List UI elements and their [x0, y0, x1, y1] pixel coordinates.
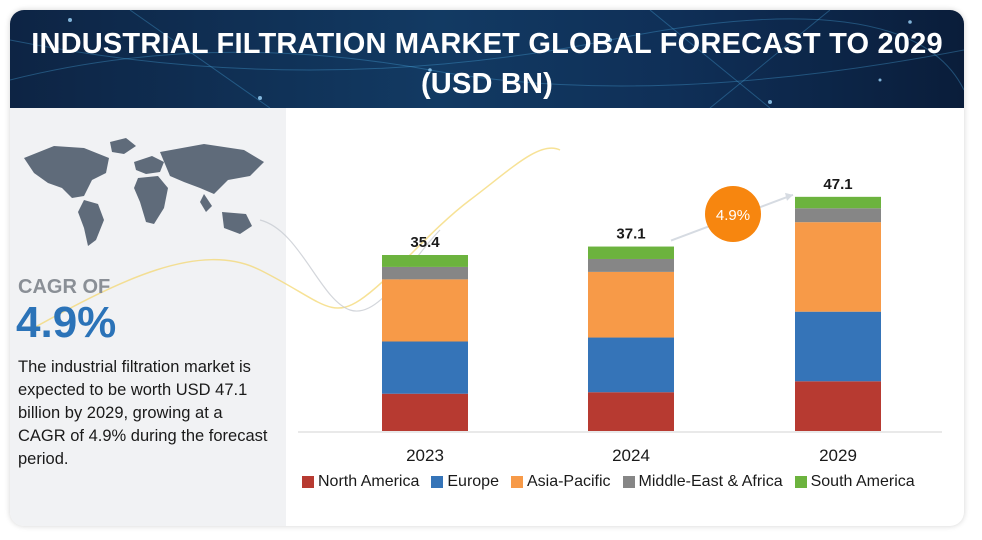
legend-label: Middle-East & Africa: [638, 473, 783, 490]
cagr-label: CAGR OF: [18, 276, 111, 298]
legend-item-middle-east-africa: Middle-East & Africa: [622, 473, 783, 491]
x-tick-label-2024: 2024: [612, 446, 650, 465]
legend-swatch: [510, 476, 523, 488]
x-tick-label-2023: 2023: [406, 446, 444, 465]
decorative-curve: [29, 147, 561, 331]
total-label-2024: 37.1: [616, 226, 645, 243]
bar-segment-2024-north-america: [588, 392, 674, 431]
bar-segment-2023-south-america: [382, 255, 468, 267]
bar-segment-2023-asia-pacific: [382, 279, 468, 342]
total-label-2029: 47.1: [823, 176, 852, 193]
legend-label: Europe: [447, 473, 499, 490]
legend-label: North America: [318, 473, 420, 490]
bar-segment-2023-europe: [382, 341, 468, 394]
legend-swatch: [302, 476, 314, 488]
bar-segment-2024-middle-east-africa: [588, 258, 674, 272]
legend-item-north-america: North America: [302, 473, 419, 491]
bar-segment-2029-europe: [795, 311, 881, 382]
bar-segment-2029-asia-pacific: [795, 222, 881, 312]
header-banner: INDUSTRIAL FILTRATION MARKET GLOBAL FORE…: [10, 10, 964, 108]
legend-swatch: [622, 476, 635, 488]
bar-segment-2029-north-america: [795, 381, 881, 431]
cagr-callout: 4.9%: [705, 186, 761, 242]
world-map-icon: [24, 138, 264, 246]
legend-swatch: [431, 476, 444, 488]
cagr-callout-label: 4.9%: [716, 207, 750, 224]
bar-segment-2024-south-america: [588, 246, 674, 259]
legend-item-south-america: South America: [794, 473, 915, 491]
legend-label: Asia-Pacific: [526, 473, 611, 490]
bar-segment-2023-north-america: [382, 393, 468, 431]
bar-segment-2029-middle-east-africa: [795, 208, 881, 223]
legend-item-asia-pacific: Asia-Pacific: [510, 473, 611, 491]
cagr-value: 4.9%: [16, 298, 117, 347]
total-label-2023: 35.4: [410, 234, 440, 251]
bar-segment-2023-middle-east-africa: [382, 266, 468, 280]
network-decoration-icon: [10, 10, 964, 108]
growth-trend-arrowhead-icon: [785, 192, 793, 201]
legend-item-europe: Europe: [431, 473, 499, 491]
x-tick-label-2029: 2029: [819, 446, 857, 465]
page-title: INDUSTRIAL FILTRATION MARKET GLOBAL FORE…: [31, 28, 943, 100]
bar-segment-2029-south-america: [795, 196, 881, 209]
bar-segment-2024-europe: [588, 337, 674, 393]
legend-label: South America: [810, 473, 915, 490]
market-description: The industrial filtration market is expe…: [18, 358, 268, 468]
chart-legend: North America Europe Asia-Pacific Middle-Ea…: [302, 471, 927, 493]
bar-segment-2024-asia-pacific: [588, 271, 674, 338]
legend-swatch: [794, 476, 807, 488]
